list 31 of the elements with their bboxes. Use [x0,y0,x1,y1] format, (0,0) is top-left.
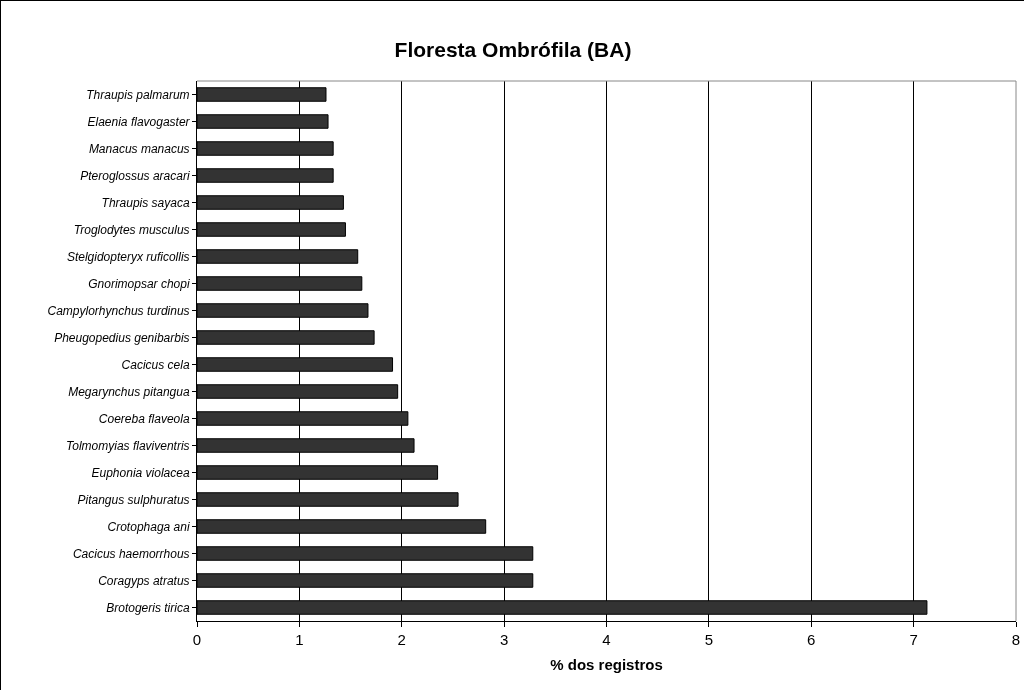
y-tick-label: Brotogeris tirica [106,600,190,615]
x-tick-label: 4 [602,631,611,648]
y-tick-label: Troglodytes musculus [73,222,190,237]
y-tick-label: Megarynchus pitangua [68,384,190,399]
y-tick-label: Cacicus cela [121,357,190,372]
y-tick-label: Euphonia violacea [91,465,190,480]
y-tick-label: Coereba flaveola [98,411,190,426]
y-tick-label: Gnorimopsar chopi [88,276,190,291]
x-tick-label: 1 [295,631,304,648]
chart-title: Floresta Ombrófila (BA) [394,38,632,62]
y-tick-label: Thraupis sayaca [101,195,190,210]
y-tick-label: Pheugopedius genibarbis [54,330,190,345]
y-tick-label: Thraupis palmarum [86,87,190,102]
y-tick-label: Pitangus sulphuratus [77,492,190,507]
y-tick-label: Crotophaga ani [107,519,190,534]
x-tick-label: 0 [192,631,202,648]
y-tick-label: Manacus manacus [88,141,190,156]
y-tick-label: Elaenia flavogaster [87,114,191,129]
x-tick-label: 3 [499,631,509,648]
x-axis-title: % dos registros [550,656,663,673]
y-tick-label: Coragyps atratus [98,573,190,588]
x-tick-label: 8 [1011,631,1021,648]
x-tick-label: 5 [704,631,714,648]
y-tick-label: Tolmomyias flaviventris [66,438,190,453]
y-tick-label: Pteroglossus aracari [80,168,190,183]
x-tick-label: 6 [807,631,816,648]
x-tick-label: 7 [909,631,918,648]
x-tick-label: 2 [397,631,406,648]
y-tick-label: Campylorhynchus turdinus [47,303,190,318]
y-tick-label: Cacicus haemorrhous [72,546,190,561]
y-tick-label: Stelgidopteryx ruficollis [66,249,190,264]
